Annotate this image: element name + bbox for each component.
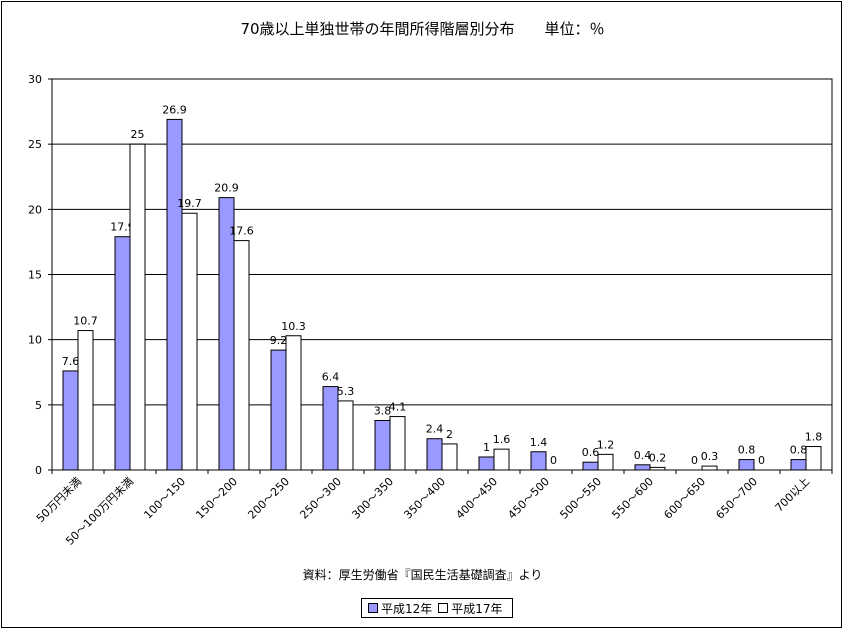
- x-tick-label: 650～700: [713, 475, 760, 522]
- data-label-series-1: 2.4: [426, 423, 444, 436]
- bar-series-1: [790, 459, 807, 471]
- x-tick-label: 400～450: [453, 475, 500, 522]
- legend-swatch-series-1: [368, 603, 378, 613]
- data-label-series-2: 0: [758, 454, 765, 467]
- data-label-series-2: 0.2: [649, 451, 667, 464]
- bar-series-2: [701, 465, 718, 471]
- data-label-series-1: 20.9: [214, 182, 239, 195]
- bar-series-1: [322, 386, 339, 471]
- x-tick-label: 200～250: [245, 475, 292, 522]
- data-label-series-1: 0.4: [634, 449, 652, 462]
- bar-series-2: [233, 240, 250, 471]
- x-tick-label: 50万円未満: [34, 475, 84, 525]
- data-label-series-2: 2: [446, 428, 453, 441]
- bar-series-2: [77, 330, 94, 471]
- bar-series-1: [426, 438, 443, 471]
- bar-series-2: [805, 446, 822, 471]
- data-label-series-2: 1.8: [805, 431, 823, 444]
- bar-series-2: [649, 466, 666, 471]
- bar-series-2: [129, 143, 146, 471]
- data-label-series-1: 7.6: [62, 355, 80, 368]
- x-tick-label: 600～650: [661, 475, 708, 522]
- y-tick-label: 0: [35, 464, 42, 477]
- data-label-series-1: 0: [691, 454, 698, 467]
- data-label-series-2: 10.7: [73, 315, 98, 328]
- x-tick-label: 100～150: [141, 475, 188, 522]
- data-label-series-1: 3.8: [374, 404, 392, 417]
- data-label-series-1: 0.8: [738, 444, 756, 457]
- bar-series-2: [181, 212, 198, 471]
- data-label-series-2: 0: [550, 454, 557, 467]
- data-label-series-2: 4.1: [389, 401, 407, 414]
- bar-series-1: [738, 459, 755, 471]
- data-label-series-1: 0.6: [582, 446, 600, 459]
- x-tick-label: 300～350: [349, 475, 396, 522]
- data-label-series-1: 26.9: [162, 103, 187, 116]
- x-tick-label: 150～200: [193, 475, 240, 522]
- bar-series-1: [374, 419, 391, 471]
- data-label-series-2: 0.3: [701, 450, 719, 463]
- bar-series-1: [218, 197, 235, 471]
- x-tick-label: 550～600: [609, 475, 656, 522]
- bar-series-2: [337, 400, 354, 471]
- bar-series-1: [166, 118, 183, 471]
- bar-series-2: [285, 335, 302, 471]
- data-label-series-1: 6.4: [322, 371, 340, 384]
- y-tick-label: 5: [35, 399, 42, 412]
- legend-swatch-series-2: [438, 603, 449, 613]
- y-tick-label: 30: [28, 73, 42, 86]
- y-tick-label: 20: [28, 203, 42, 216]
- legend-label-series-1: 平成12年: [381, 601, 433, 616]
- legend-item-series-1: 平成12年: [368, 600, 432, 617]
- bar-series-1: [62, 370, 79, 471]
- y-tick-label: 15: [28, 269, 42, 282]
- data-label-series-1: 0.8: [790, 444, 808, 457]
- data-label-series-1: 1: [483, 441, 490, 454]
- bar-series-1: [270, 349, 287, 471]
- x-tick-label: 350～400: [401, 475, 448, 522]
- chart-title: 70歳以上単独世帯の年間所得階層別分布 単位：％: [240, 20, 605, 38]
- data-label-series-1: 17.9: [110, 221, 135, 234]
- legend-label-series-2: 平成17年: [451, 601, 503, 616]
- bar-series-2: [441, 443, 458, 471]
- bar-series-1: [634, 464, 651, 471]
- data-label-series-1: 9.2: [270, 334, 288, 347]
- x-tick-label: 700以上: [773, 475, 813, 515]
- data-label-series-2: 10.3: [281, 320, 306, 333]
- bar-series-1: [114, 236, 131, 471]
- y-tick-label: 25: [28, 138, 42, 151]
- data-label-series-2: 1.2: [597, 438, 615, 451]
- x-tick-label: 500～550: [557, 475, 604, 522]
- data-label-series-2: 5.3: [337, 385, 355, 398]
- data-label-series-1: 1.4: [530, 436, 548, 449]
- data-label-series-2: 19.7: [177, 197, 202, 210]
- legend: 平成12年 平成17年: [361, 598, 513, 618]
- legend-item-series-2: 平成17年: [438, 600, 503, 617]
- x-tick-label: 450～500: [505, 475, 552, 522]
- bar-series-2: [597, 453, 614, 471]
- data-label-series-2: 25: [131, 128, 145, 141]
- data-label-series-2: 1.6: [493, 433, 511, 446]
- y-tick-label: 10: [28, 334, 42, 347]
- data-label-series-2: 17.6: [229, 225, 254, 238]
- x-tick-label: 250～300: [297, 475, 344, 522]
- bar-series-2: [493, 448, 510, 471]
- source-note: 資料：厚生労働省『国民生活基礎調査』より: [302, 568, 543, 582]
- bar-series-1: [582, 461, 599, 471]
- bar-series-1: [530, 451, 547, 471]
- bar-series-2: [389, 416, 406, 471]
- bar-series-1: [478, 456, 495, 471]
